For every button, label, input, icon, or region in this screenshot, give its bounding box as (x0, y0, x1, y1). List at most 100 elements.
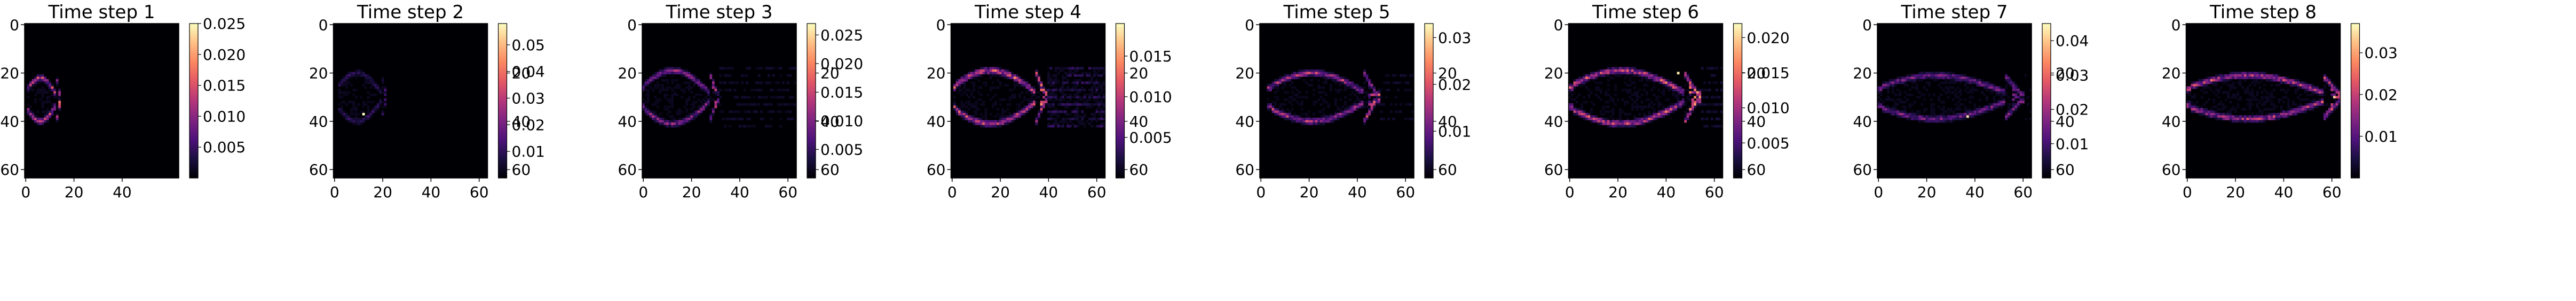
heatmap-cell (1052, 74, 1055, 77)
heatmap-cell (1375, 93, 1378, 96)
heatmap-cell (970, 74, 973, 77)
heatmap-cell (994, 101, 997, 104)
x-tick-label: 40 (2274, 183, 2294, 201)
heatmap-cell (958, 88, 961, 91)
heatmap-cell (374, 83, 377, 87)
colorbar (2042, 23, 2051, 179)
heatmap-cell (1897, 81, 1899, 84)
heatmap-cell (1313, 122, 1316, 125)
heatmap-cell (1066, 101, 1070, 104)
heatmap-cell (676, 86, 679, 89)
heatmap-cell (1889, 83, 1892, 87)
heatmap-cell (772, 67, 775, 70)
heatmap-cell (977, 122, 980, 125)
heatmap-cell (372, 113, 375, 115)
heatmap-cell (1093, 103, 1096, 106)
heatmap-cell (668, 98, 671, 101)
heatmap-cell (700, 83, 703, 87)
heatmap-cell (757, 103, 761, 106)
heatmap-cell (1033, 101, 1036, 104)
heatmap-cell (1370, 93, 1373, 96)
heatmap-cell (652, 74, 654, 77)
heatmap-cell (992, 74, 995, 77)
heatmap-cell (2328, 79, 2331, 82)
heatmap-cell (2265, 76, 2269, 80)
heatmap-cell (345, 74, 348, 77)
heatmap-cell (982, 122, 985, 125)
heatmap-cell (2294, 108, 2297, 111)
heatmap-cell (975, 120, 978, 123)
heatmap-cell (1648, 105, 1651, 109)
heatmap-cell (1365, 93, 1369, 96)
heatmap-cell (1609, 122, 1613, 125)
heatmap-cell (652, 115, 654, 118)
heatmap-cell (700, 110, 703, 113)
heatmap-cell (1940, 76, 1943, 80)
heatmap-cell (683, 120, 686, 123)
y-tick-label: 40 (2162, 113, 2181, 130)
heatmap-cell (1713, 81, 1716, 84)
heatmap-cell (970, 93, 973, 96)
heatmap-cell (1959, 118, 1962, 120)
heatmap-cell (994, 103, 997, 106)
heatmap-cell (697, 93, 700, 96)
heatmap-cell (1959, 108, 1962, 111)
heatmap-cell (2227, 96, 2230, 99)
heatmap-cell (1062, 86, 1065, 89)
heatmap-cell (692, 74, 696, 77)
heatmap-cell (1918, 74, 1921, 77)
heatmap-cell (2246, 74, 2249, 77)
heatmap-cells (1568, 67, 1723, 128)
heatmap-cell (2311, 83, 2314, 87)
heatmap-cell (2333, 91, 2336, 94)
heatmap-cell (1708, 103, 1711, 106)
heatmap-cell (374, 110, 377, 113)
heatmap-cell (1339, 108, 1342, 111)
heatmap-cell (1937, 118, 1940, 120)
heatmap-cell (1993, 86, 1996, 89)
heatmap-cell (1305, 72, 1308, 75)
heatmap-cell (1935, 76, 1938, 80)
heatmap-cell (781, 88, 785, 91)
heatmap-cell (2012, 101, 2015, 104)
heatmap-cell (1624, 101, 1627, 104)
heatmap-cell (1322, 86, 1325, 89)
heatmap-cell (2002, 98, 2005, 101)
heatmap-cell (355, 113, 358, 115)
x-tick-label: 0 (1565, 183, 1575, 201)
heatmap-cell (1057, 81, 1060, 84)
heatmap-cell (2007, 96, 2010, 99)
heatmap-cell (1942, 72, 1945, 75)
heatmap-cell (1691, 88, 1694, 91)
heatmap-cell (2229, 72, 2232, 75)
heatmap-cell (2232, 86, 2235, 89)
heatmap-cell (1337, 108, 1340, 111)
heatmap-cell (729, 88, 732, 91)
heatmap-cell (341, 113, 343, 115)
x-tick-label: 60 (778, 183, 797, 201)
heatmap-cell (1877, 101, 1880, 104)
heatmap-cell (2335, 105, 2338, 109)
x-tick-label: 40 (1039, 183, 1058, 201)
heatmap-cell (1684, 110, 1687, 113)
heatmap-cell (2205, 101, 2208, 104)
heatmap-cell (1901, 110, 1904, 113)
heatmap-cell (2026, 96, 2029, 99)
heatmap-cell (1932, 110, 1935, 113)
heatmap-cell (2232, 72, 2235, 75)
heatmap-cell (1344, 88, 1347, 91)
heatmap-cell (666, 98, 669, 101)
heatmap-cell (973, 88, 975, 91)
heatmap-cell (2287, 79, 2290, 82)
heatmap-cell (2251, 120, 2254, 123)
heatmap-cell (1997, 103, 2001, 106)
heatmap-cell (357, 69, 360, 72)
heatmap-cell (2012, 110, 2015, 113)
heatmap-cell (681, 96, 684, 99)
heatmap-cell (1339, 115, 1342, 118)
heatmap-cell (1100, 101, 1103, 104)
heatmap-cell (1930, 72, 1933, 75)
heatmap-cell (1361, 101, 1364, 104)
heatmap-cell (1047, 110, 1050, 113)
heatmap-cell (1884, 98, 1887, 101)
